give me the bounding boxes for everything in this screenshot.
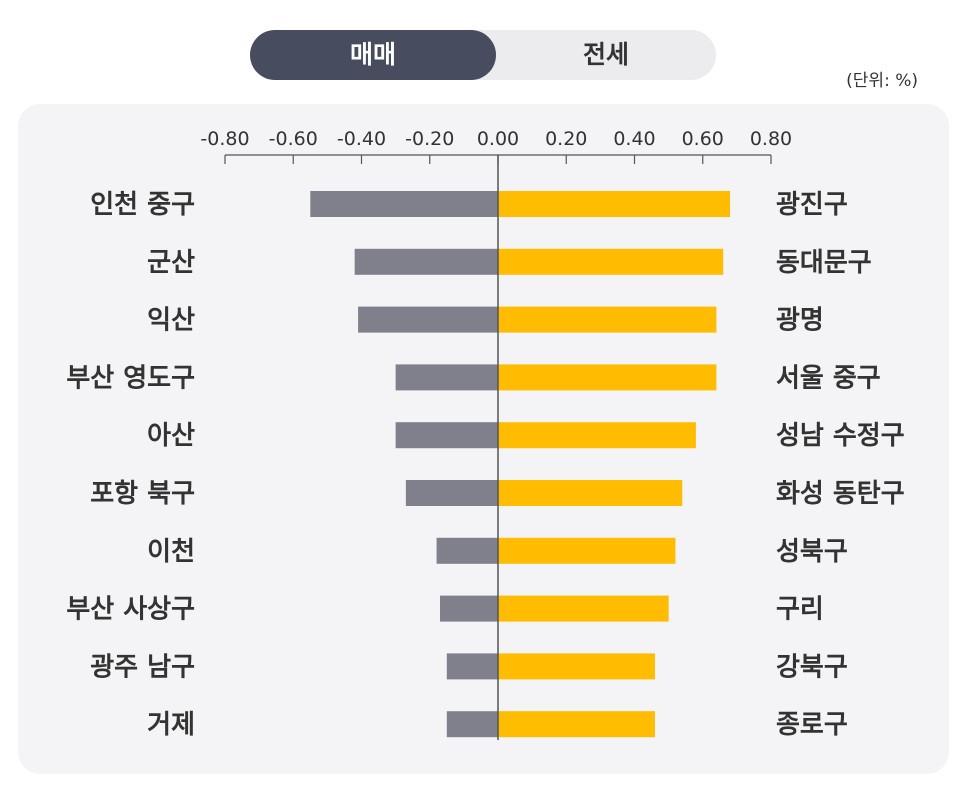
category-label-right: 강북구 [776, 652, 848, 682]
bar-negative [446, 653, 498, 680]
category-label-left: 이천 [147, 537, 195, 567]
x-tick-label: 0.20 [545, 128, 587, 150]
x-tick-label: -0.80 [200, 128, 249, 150]
category-label-right: 성북구 [776, 537, 848, 567]
bar-positive [498, 191, 731, 217]
category-label-right: 화성 동탄구 [776, 479, 905, 509]
bar-positive [498, 480, 683, 506]
bar-negative [405, 480, 498, 506]
category-label-left: 부산 사상구 [66, 595, 195, 625]
category-label-right: 서울 중구 [776, 363, 881, 393]
bar-positive [498, 711, 655, 738]
x-tick-label: -0.40 [337, 128, 386, 150]
bar-negative [439, 595, 498, 622]
bar-positive [498, 595, 669, 622]
category-label-right: 동대문구 [776, 248, 872, 278]
bar-positive [498, 306, 717, 333]
category-label-left: 부산 영도구 [66, 363, 195, 393]
unit-label: (단위: %) [846, 71, 918, 91]
bar-negative [310, 191, 498, 217]
x-tick-label: 0.00 [477, 128, 519, 150]
bar-negative [354, 248, 498, 275]
category-label-left: 군산 [147, 248, 195, 278]
bar-positive [498, 248, 724, 275]
bar-positive [498, 364, 717, 391]
trade-type-toggle: 매매 전세 [250, 30, 716, 80]
category-label-left: 인천 중구 [90, 190, 195, 220]
category-label-left: 익산 [147, 306, 195, 336]
tab-jeonse[interactable]: 전세 [582, 40, 629, 69]
bar-negative [446, 711, 498, 738]
category-label-right: 광진구 [776, 190, 848, 220]
bar-positive [498, 422, 696, 449]
x-tick-label: -0.60 [269, 128, 318, 150]
bar-positive [498, 653, 655, 680]
x-tick-label: 0.80 [750, 128, 792, 150]
bar-negative [395, 364, 498, 391]
x-tick-label: 0.40 [613, 128, 655, 150]
category-label-right: 구리 [776, 595, 824, 625]
bar-positive [498, 537, 676, 564]
category-label-right: 성남 수정구 [776, 421, 905, 451]
category-label-left: 광주 남구 [90, 652, 195, 682]
bar-negative [395, 422, 498, 449]
category-label-right: 광명 [776, 306, 824, 336]
tab-sale[interactable]: 매매 [250, 30, 496, 80]
category-label-left: 아산 [147, 421, 195, 451]
bar-negative [436, 537, 498, 564]
bar-negative [358, 306, 498, 333]
x-tick-label: -0.20 [405, 128, 454, 150]
x-tick-label: 0.60 [682, 128, 724, 150]
category-label-left: 거제 [147, 710, 195, 740]
category-label-left: 포항 북구 [90, 479, 195, 509]
category-label-right: 종로구 [776, 710, 848, 740]
